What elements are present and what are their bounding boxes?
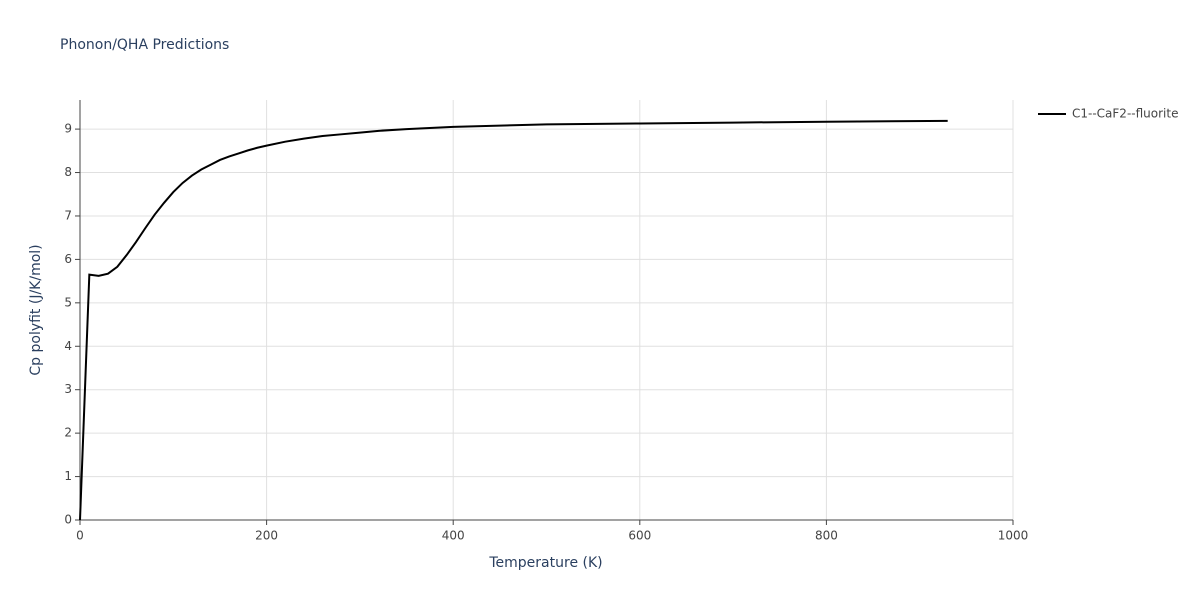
y-tick-label: 7 bbox=[64, 208, 72, 222]
y-tick-label: 5 bbox=[64, 295, 72, 309]
chart-title: Phonon/QHA Predictions bbox=[60, 37, 229, 53]
y-tick-label: 0 bbox=[64, 513, 72, 527]
y-tick-label: 8 bbox=[64, 165, 72, 179]
x-tick-label: 1000 bbox=[998, 529, 1029, 543]
y-tick-label: 3 bbox=[64, 382, 72, 396]
x-tick-label: 200 bbox=[255, 529, 278, 543]
x-tick-label: 400 bbox=[442, 529, 465, 543]
y-tick-label: 6 bbox=[64, 252, 72, 266]
y-tick-label: 1 bbox=[64, 469, 72, 483]
data-line bbox=[79, 119, 948, 521]
legend-label: C1--CaF2--fluorite bbox=[1072, 107, 1178, 121]
y-tick-label: 9 bbox=[64, 122, 72, 136]
y-tick-label: 4 bbox=[64, 339, 72, 353]
x-axis-label: Temperature (K) bbox=[488, 555, 602, 571]
x-tick-label: 0 bbox=[76, 529, 84, 543]
y-axis-label: Cp polyfit (J/K/mol) bbox=[28, 244, 44, 375]
y-tick-label: 2 bbox=[64, 426, 72, 440]
x-tick-label: 600 bbox=[628, 529, 651, 543]
x-tick-label: 800 bbox=[815, 529, 838, 543]
